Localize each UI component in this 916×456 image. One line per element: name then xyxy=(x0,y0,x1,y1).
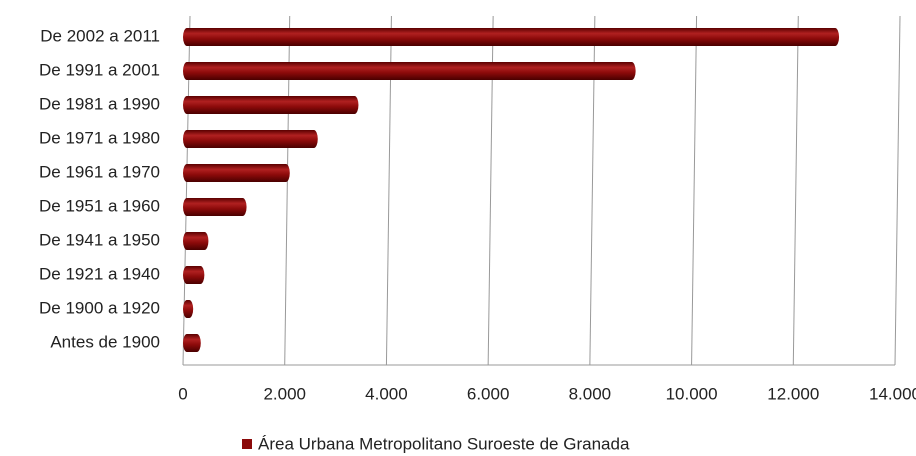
y-tick-label: De 1941 a 1950 xyxy=(39,230,160,249)
bar xyxy=(183,266,205,284)
bar xyxy=(183,130,318,148)
x-tick-label: 2.000 xyxy=(263,384,306,403)
x-tick-label: 8.000 xyxy=(569,384,612,403)
x-tick-label: 4.000 xyxy=(365,384,408,403)
bar xyxy=(183,28,840,46)
y-tick-label: De 1981 a 1990 xyxy=(39,94,160,113)
x-tick-label: 0 xyxy=(178,384,187,403)
bar xyxy=(183,96,359,114)
bar xyxy=(183,164,290,182)
y-tick-label: De 1991 a 2001 xyxy=(39,60,160,79)
y-tick-label: De 2002 a 2011 xyxy=(40,26,160,45)
y-tick-label: De 1921 a 1940 xyxy=(39,264,160,283)
y-tick-label: De 1900 a 1920 xyxy=(39,298,160,317)
y-tick-label: Antes de 1900 xyxy=(50,332,160,351)
bar xyxy=(183,232,209,250)
x-tick-label: 14.000 xyxy=(869,384,916,403)
grid-line xyxy=(792,15,799,366)
legend-swatch xyxy=(242,439,252,449)
bar xyxy=(183,198,247,216)
x-tick-label: 12.000 xyxy=(767,384,819,403)
bar xyxy=(183,62,636,80)
x-tick-label: 10.000 xyxy=(666,384,718,403)
x-tick-label: 6.000 xyxy=(467,384,510,403)
grid-line xyxy=(691,15,698,366)
legend-label: Área Urbana Metropolitano Suroeste de Gr… xyxy=(258,434,630,453)
y-tick-label: De 1951 a 1960 xyxy=(39,196,160,215)
y-tick-label: De 1961 a 1970 xyxy=(39,162,160,181)
bar xyxy=(183,300,194,318)
y-tick-label: De 1971 a 1980 xyxy=(39,128,160,147)
bar xyxy=(183,334,201,352)
grid-line xyxy=(894,15,901,366)
